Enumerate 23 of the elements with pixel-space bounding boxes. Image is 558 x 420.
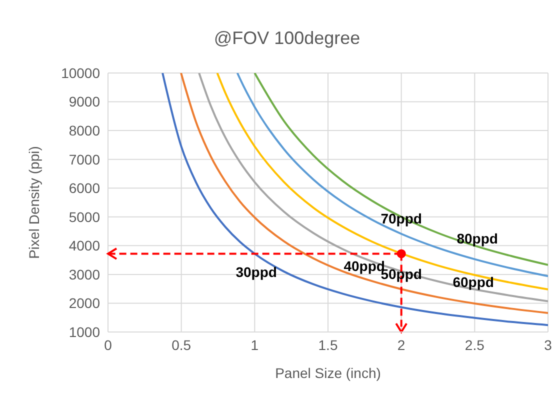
x-tick-label: 3 — [544, 336, 552, 353]
y-tick-label: 6000 — [68, 180, 100, 196]
x-tick-label: 2 — [397, 336, 406, 353]
series-label: 30ppd — [236, 264, 277, 280]
y-tick-label: 5000 — [68, 208, 100, 225]
y-tick-label: 9000 — [68, 94, 100, 110]
y-axis-title: Pixel Density (ppi) — [26, 146, 42, 259]
y-tick-label: 10000 — [61, 64, 100, 81]
y-tick-label: 2000 — [68, 295, 100, 312]
y-tick-label: 7000 — [68, 151, 100, 168]
chart-title: @FOV 100degree — [212, 28, 362, 49]
x-axis-title: Panel Size (inch) — [275, 365, 381, 381]
x-tick-label: 0.5 — [172, 336, 192, 353]
x-tick-label: 1 — [250, 336, 259, 353]
y-tick-label: 4000 — [68, 238, 100, 254]
series-label: 60ppd — [452, 274, 494, 290]
x-tick-label: 1.5 — [318, 336, 338, 353]
y-tick-label: 3000 — [68, 266, 100, 282]
x-tick-label: 2.5 — [464, 336, 485, 353]
y-tick-label: 1000 — [68, 324, 100, 340]
series-label: 80ppd — [456, 230, 498, 247]
y-tick-label: 8000 — [68, 122, 100, 139]
x-tick-label: 0 — [104, 336, 112, 353]
